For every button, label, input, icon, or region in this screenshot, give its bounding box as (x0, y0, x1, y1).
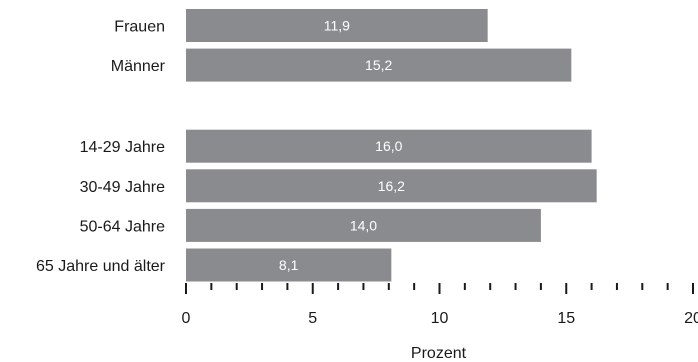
bar-50-64-jahre (186, 208, 541, 242)
tick-label-20: 20 (684, 310, 698, 327)
value-label-14-29-jahre: 16,0 (375, 138, 402, 154)
bar-30-49-jahre (186, 169, 597, 203)
tick-label-10: 10 (431, 310, 449, 327)
category-label-m-nner: Männer (111, 58, 166, 75)
value-label-m-nner: 15,2 (365, 57, 392, 73)
category-label-30-49-jahre: 30-49 Jahre (80, 179, 165, 196)
bar-frauen (186, 9, 488, 42)
bars-group: 11,9 Frauen 15,2 Männer 16,0 14-29 Jahre 16,2 3… (36, 9, 597, 282)
bar-14-29-jahre (186, 129, 592, 163)
category-label-65-jahre-und-lter: 65 Jahre und älter (36, 258, 166, 275)
category-label-frauen: Frauen (114, 19, 165, 36)
value-label-frauen: 11,9 (324, 18, 350, 34)
value-label-30-49-jahre: 16,2 (378, 178, 405, 194)
x-axis-title: Prozent (411, 345, 467, 362)
tick-label-0: 0 (182, 310, 191, 327)
value-label-65-jahre-und-lter: 8,1 (279, 257, 299, 273)
x-axis: 0 5 10 15 20 (182, 283, 698, 327)
category-label-14-29-jahre: 14-29 Jahre (80, 139, 165, 156)
value-label-50-64-jahre: 14,0 (350, 217, 377, 233)
category-label-50-64-jahre: 50-64 Jahre (80, 218, 165, 235)
tick-label-5: 5 (308, 310, 317, 327)
tick-label-15: 15 (557, 310, 575, 327)
bar-m-nner (186, 48, 572, 82)
bar-65-jahre-und-lter (186, 248, 392, 282)
